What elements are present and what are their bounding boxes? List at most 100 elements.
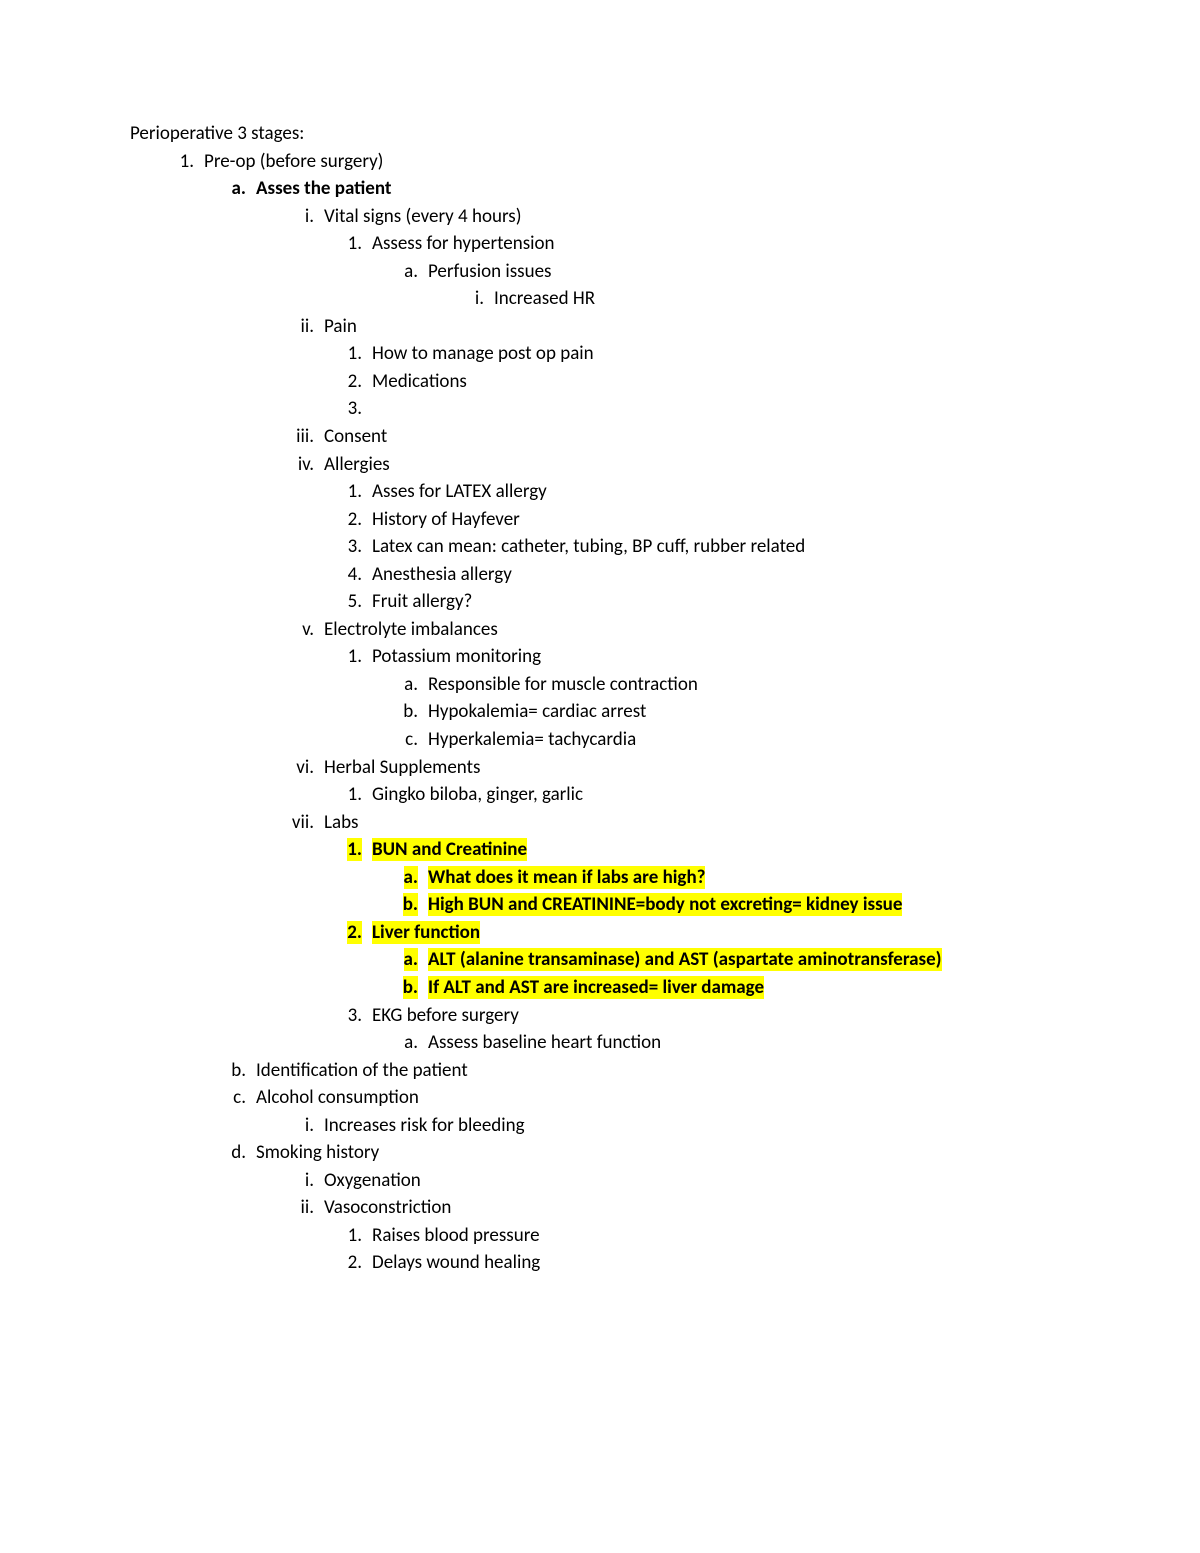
list-marker: a. — [398, 1029, 418, 1057]
line-text: How to manage post op pain — [372, 342, 594, 365]
outline-line: i.Oxygenation — [130, 1167, 1070, 1195]
line-text: ALT (alanine transaminase) and AST (aspa… — [428, 948, 942, 971]
list-marker: 2. — [342, 1249, 362, 1277]
list-marker: 1. — [342, 1222, 362, 1250]
line-text: Perfusion issues — [428, 260, 551, 283]
list-marker: 1. — [342, 230, 362, 258]
line-text: Labs — [324, 811, 358, 834]
list-marker: 1. — [342, 643, 362, 671]
outline-line: b.Identification of the patient — [130, 1057, 1070, 1085]
list-marker: vi. — [286, 754, 314, 782]
outline-line: 1. Raises blood pressure — [130, 1222, 1070, 1250]
outline-line: 1.Asses for LATEX allergy — [130, 478, 1070, 506]
list-marker: a. — [398, 258, 418, 286]
line-text: Raises blood pressure — [372, 1224, 540, 1247]
document-page: Perioperative 3 stages: 1. Pre-op (before … — [0, 0, 1200, 1553]
outline-line: ii. Pain — [130, 313, 1070, 341]
list-marker: iv. — [286, 451, 314, 479]
outline-line: i. Vital signs (every 4 hours) — [130, 203, 1070, 231]
list-marker: 5. — [342, 588, 362, 616]
outline-line: c.Hyperkalemia= tachycardia — [130, 726, 1070, 754]
list-marker: c. — [226, 1084, 246, 1112]
list-marker: 3. — [342, 533, 362, 561]
outline-line: 2.History of Hayfever — [130, 506, 1070, 534]
line-text: Herbal Supplements — [324, 756, 480, 779]
outline-line: 3.EKG before surgery — [130, 1002, 1070, 1030]
outline-line: b. Hypokalemia= cardiac arrest — [130, 698, 1070, 726]
list-marker: 3. — [342, 395, 362, 423]
list-marker: a. — [398, 671, 418, 699]
outline-line: a. ALT (alanine transaminase) and AST (as… — [130, 946, 1070, 974]
outline-line: i.Increased HR — [130, 285, 1070, 313]
outline-line: 5.Fruit allergy? — [130, 588, 1070, 616]
outline-line: c. Alcohol consumption — [130, 1084, 1070, 1112]
line-text: Increases risk for bleeding — [324, 1114, 525, 1137]
outline-line: 3. — [130, 395, 1070, 423]
outline-line: 4.Anesthesia allergy — [130, 561, 1070, 589]
line-text: Assess for hypertension — [372, 232, 555, 255]
list-marker: 1. — [174, 148, 194, 176]
list-marker: 1. — [342, 340, 362, 368]
line-text: Pain — [324, 315, 357, 338]
outline-line: 2.Liver function — [130, 919, 1070, 947]
outline-line: Perioperative 3 stages: — [130, 120, 1070, 148]
list-marker: a. — [398, 946, 418, 974]
outline-line: a. Perfusion issues — [130, 258, 1070, 286]
outline-line: b.High BUN and CREATININE=body not excre… — [130, 891, 1070, 919]
list-marker: i. — [286, 1112, 314, 1140]
line-text: Alcohol consumption — [256, 1086, 419, 1109]
line-text: Delays wound healing — [372, 1251, 540, 1274]
list-marker: vii. — [286, 809, 314, 837]
outline-line: vi. Herbal Supplements — [130, 754, 1070, 782]
list-marker: 1. — [342, 836, 362, 864]
line-text: Anesthesia allergy — [372, 563, 512, 586]
list-marker: c. — [398, 726, 418, 754]
list-marker: d. — [226, 1139, 246, 1167]
list-marker: iii. — [286, 423, 314, 451]
line-text: Perioperative 3 stages: — [130, 122, 304, 145]
outline-line: iii. Consent — [130, 423, 1070, 451]
line-text: Gingko biloba, ginger, garlic — [372, 783, 583, 806]
line-text: BUN and Creatinine — [372, 838, 527, 861]
outline-line: a. What does it mean if labs are high? — [130, 864, 1070, 892]
list-marker: i. — [286, 203, 314, 231]
outline-line: 1. Potassium monitoring — [130, 643, 1070, 671]
outline-line: 1. Pre-op (before surgery) — [130, 148, 1070, 176]
outline-line: 1. How to manage post op pain — [130, 340, 1070, 368]
outline-line: vii. Labs — [130, 809, 1070, 837]
line-text: Pre-op (before surgery) — [204, 150, 383, 173]
outline-line: iv. Allergies — [130, 451, 1070, 479]
line-text: What does it mean if labs are high? — [428, 866, 705, 889]
line-text: Vital signs (every 4 hours) — [324, 205, 521, 228]
line-text: Hypokalemia= cardiac arrest — [428, 700, 646, 723]
line-text: Liver function — [372, 921, 480, 944]
line-text — [372, 397, 376, 420]
outline-line: d.Smoking history — [130, 1139, 1070, 1167]
list-marker: b. — [398, 974, 418, 1002]
outline-line: a. Responsible for muscle contraction — [130, 671, 1070, 699]
line-text: Electrolyte imbalances — [324, 618, 498, 641]
line-text: If ALT and AST are increased= liver dama… — [428, 976, 764, 999]
outline-line: 1. Assess for hypertension — [130, 230, 1070, 258]
line-text: Consent — [324, 425, 387, 448]
list-marker: a. — [398, 864, 418, 892]
list-marker: v. — [286, 616, 314, 644]
outline-line: ii.Vasoconstriction — [130, 1194, 1070, 1222]
list-marker: 1. — [342, 478, 362, 506]
outline-line: 1.Gingko biloba, ginger, garlic — [130, 781, 1070, 809]
outline-line: 1. BUN and Creatinine — [130, 836, 1070, 864]
list-marker: a. — [226, 175, 246, 203]
list-marker: i. — [286, 1167, 314, 1195]
list-marker: b. — [398, 698, 418, 726]
line-text: High BUN and CREATININE=body not excreti… — [428, 893, 902, 916]
line-text: Responsible for muscle contraction — [428, 673, 698, 696]
line-text: Potassium monitoring — [372, 645, 541, 668]
outline-line: i. Increases risk for bleeding — [130, 1112, 1070, 1140]
outline-line: 3.Latex can mean: catheter, tubing, BP c… — [130, 533, 1070, 561]
list-marker: ii. — [286, 313, 314, 341]
line-text: Allergies — [324, 453, 390, 476]
list-marker: 2. — [342, 506, 362, 534]
list-marker: 3. — [342, 1002, 362, 1030]
list-marker: 2. — [342, 368, 362, 396]
outline-line: b. If ALT and AST are increased= liver da… — [130, 974, 1070, 1002]
